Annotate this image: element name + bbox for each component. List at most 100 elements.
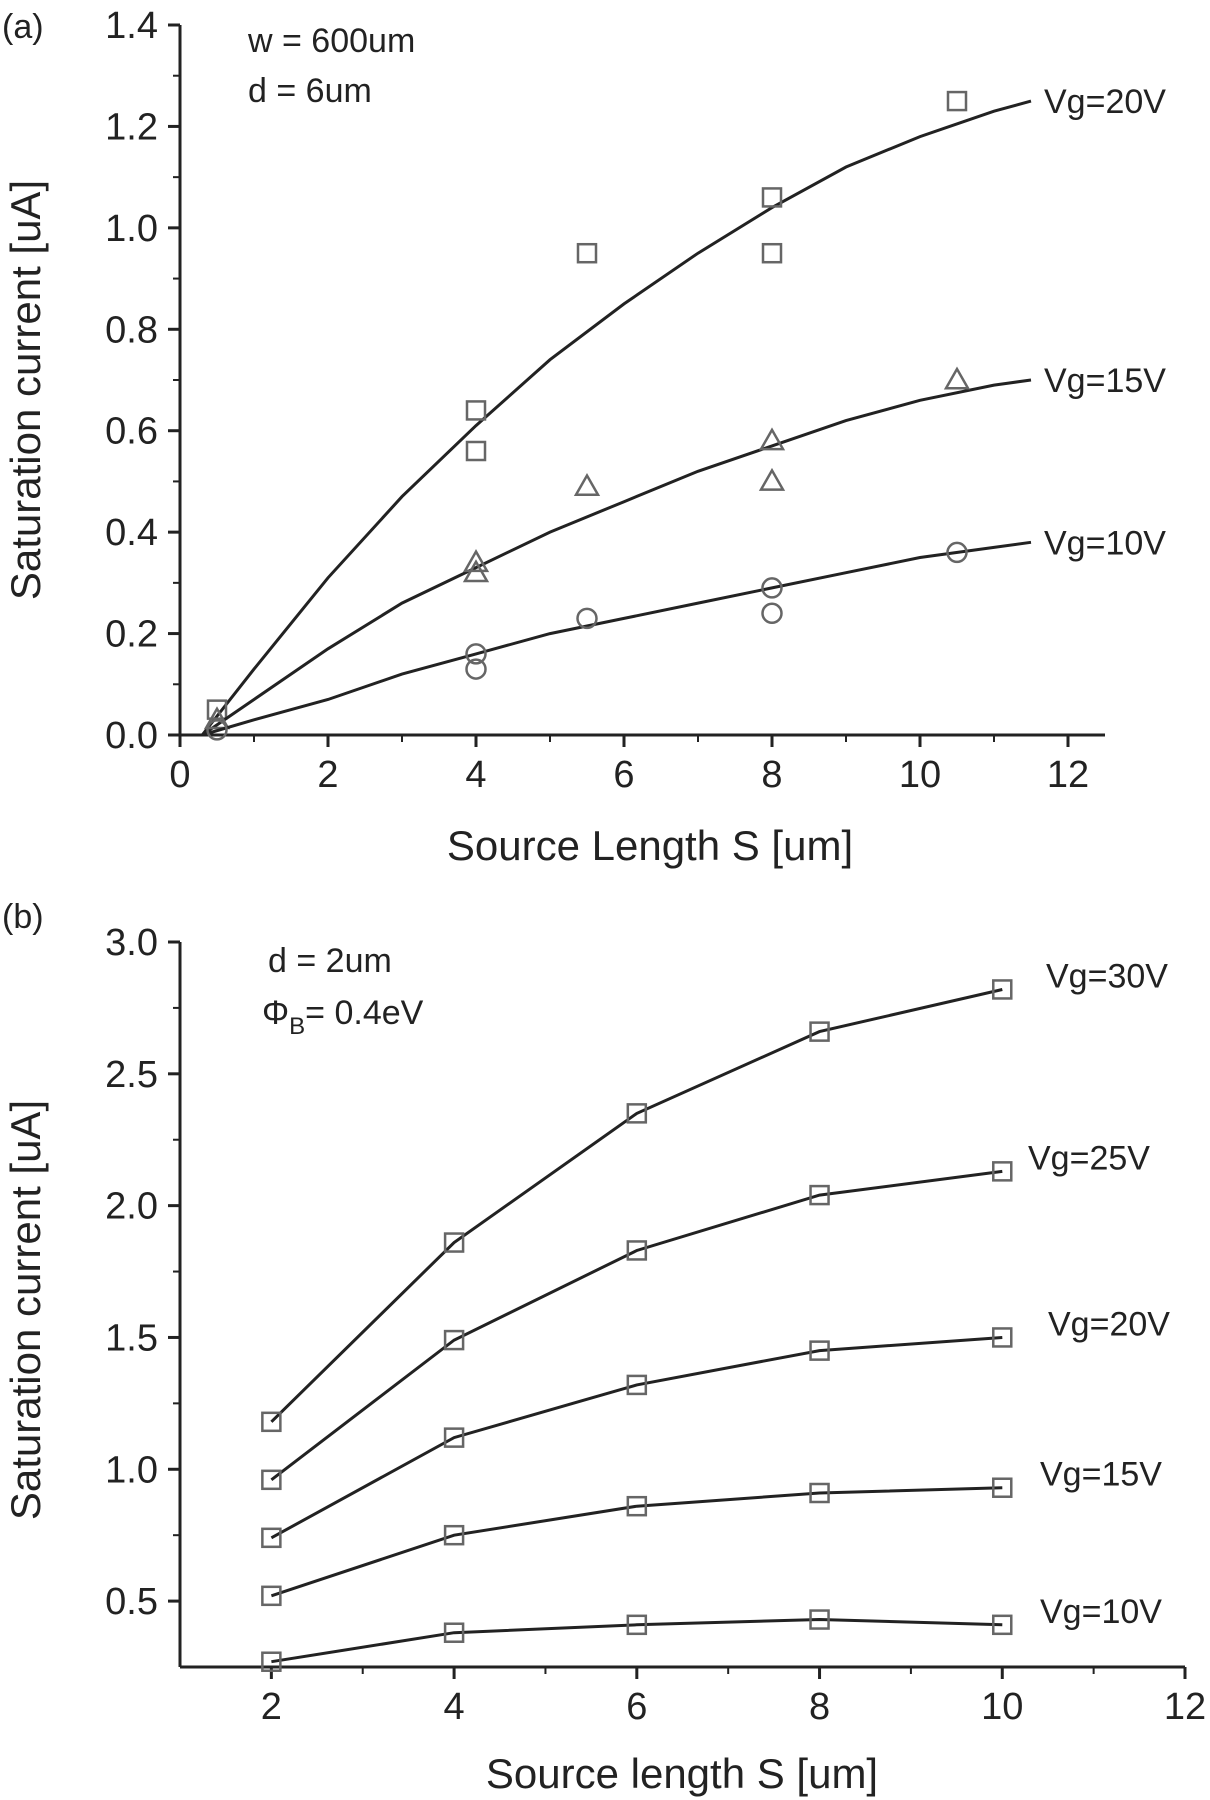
panel-b-data-point [992,1161,1013,1182]
panel-a-x-tick-label: 4 [465,754,486,796]
panel-a-data-point [758,467,786,491]
panel-a-x-axis-title: Source Length S [um] [447,822,853,869]
panel-b-data-point [261,1411,282,1433]
panel-b-series-line [270,1169,1003,1481]
panel-a-data-point [573,472,601,496]
panel-b-x-tick-label: 8 [809,1686,830,1728]
panel-a-data-point [758,427,786,451]
phi-symbol: Φ [262,994,289,1032]
panel-b-y-tick-label: 3.0 [105,922,158,964]
panel-a-data-point [465,643,487,665]
panel-a-series-label: Vg=10V [1044,524,1166,562]
panel-a-data-point [943,366,971,390]
panel-b-series-line [270,1486,1003,1598]
panel-b-series-2: Vg=20V [261,1305,1170,1549]
panel-b-y-tick-label: 2.5 [105,1054,158,1096]
panel-b-x-tick-label: 4 [444,1686,465,1728]
panel-b-series-4: Vg=10V [261,1593,1162,1672]
panel-b-data-point [992,1327,1013,1348]
panel-a-y-tick-label: 1.2 [105,106,158,148]
panel-a-data-point [761,577,783,599]
panel-b-data-point [443,1524,465,1546]
panel-a-plot-area: 0 2 4 6 8 10 12 0.0 0.2 0.4 0.6 0.8 1.0 1.2 1.4 Vg=20V V… [105,5,1166,796]
panel-b-label: (b) [2,898,44,936]
panel-a-data-point [946,90,968,112]
panel-b-y-axis-title: Saturation current [uA] [2,1100,49,1520]
panel-a-y-tick-label: 1.4 [105,5,158,47]
panel-a-data-point [462,559,490,583]
panel-b-data-point [809,1340,830,1361]
phi-subscript: B [289,1013,305,1040]
panel-b-data-point [809,1609,830,1630]
panel-b-series-line [270,988,1003,1423]
panel-a-data-point [761,602,783,625]
panel-b-data-point [443,1427,465,1448]
panel-a-data-point [576,242,598,264]
panel-b-y-tick-label: 0.5 [105,1581,158,1623]
panel-b-series-0: Vg=30V [261,957,1168,1433]
panel-a-series-2: Vg=10V [201,524,1166,741]
panel-b-data-point [626,1103,648,1124]
panel-b-data-point [443,1622,465,1643]
panel-b-data-point [261,1585,282,1607]
panel-b-series-label: Vg=15V [1040,1456,1162,1494]
panel-a-y-tick-label: 0.4 [105,512,158,554]
panel-b-plot-area: 2 4 6 8 10 12 0.5 1.0 1.5 2.0 2.5 3.0 Vg=30V Vg=25V Vg… [105,922,1206,1728]
panel-b-data-point [992,1614,1013,1636]
panel-a-y-tick-label: 1.0 [105,208,158,250]
panel-a-x-tick-label: 12 [1047,754,1089,796]
panel-b-data-point [992,979,1013,1000]
panel-b-series-line [271,1617,1003,1664]
panel-a-annotation-width: w = 600um [247,22,415,60]
panel-b-annotation-barrier: ΦB= 0.4eV [262,994,424,1040]
panel-b-series-line [270,1336,1003,1540]
panel-a-data-point [465,440,487,462]
panel-b-series-label: Vg=20V [1048,1305,1170,1343]
panel-a-label: (a) [2,8,44,46]
panel-a-y-tick-label: 0.0 [105,715,158,757]
panel-a-fit-line [201,540,1032,737]
panel-a-x-tick-label: 2 [317,754,338,796]
panel-b-data-point [992,1477,1013,1498]
panel-b-y-tick-label: 2.0 [105,1186,158,1228]
panel-b-data-point [626,1374,648,1396]
panel-a-y-tick-label: 0.6 [105,411,158,453]
panel-b-data-point [626,1240,648,1261]
panel-b-series-label: Vg=30V [1046,957,1168,995]
panel-a-y-tick-label: 0.2 [105,614,158,656]
panel-a-fit-line [201,99,1032,736]
panel-a-fit-line [201,378,1032,737]
panel-a-series-label: Vg=20V [1044,83,1166,121]
panel-b-data-point [809,1184,830,1206]
panel-b-series-label: Vg=10V [1040,1593,1162,1631]
panel-a-series-0: Vg=20V [201,83,1166,736]
panel-a-data-point [576,607,598,630]
panel-b-data-point [626,1495,648,1517]
panel-b-x-tick-label: 10 [981,1686,1023,1728]
panel-a-chart: (a) 0 2 4 6 8 10 12 0.0 0.2 0.4 0.6 0.8 1.0 1.2 1.4 Vg=… [2,5,1166,869]
panel-a-series-1: Vg=15V [201,362,1166,737]
panel-b-data-point [626,1614,648,1636]
panel-b-chart: (b) 2 4 6 8 10 12 0.5 1.0 1.5 2.0 2.5 3.0 Vg=30V Vg=2… [2,898,1206,1797]
barrier-value: = 0.4eV [305,994,423,1032]
panel-b-x-tick-label: 12 [1164,1686,1206,1728]
panel-b-x-tick-label: 2 [261,1686,282,1728]
panel-a-data-point [206,719,228,741]
panel-b-series-1: Vg=25V [261,1139,1150,1491]
panel-a-annotation-distance: d = 6um [248,72,372,110]
panel-b-x-tick-label: 6 [626,1686,647,1728]
panel-b-data-point [809,1021,830,1042]
panel-a-x-tick-label: 8 [761,754,782,796]
panel-b-data-point [261,1527,282,1549]
panel-a-series-label: Vg=15V [1044,362,1166,400]
panel-a-data-point [761,242,783,264]
panel-a-y-tick-label: 0.8 [105,309,158,351]
panel-a-data-point [203,706,231,730]
panel-b-data-point [443,1329,465,1351]
panel-a-data-point [465,658,487,680]
panel-a-x-tick-label: 0 [169,754,190,796]
panel-a-data-point [465,400,487,421]
panel-a-data-point [462,549,490,573]
panel-b-series-3: Vg=15V [261,1456,1162,1607]
panel-b-data-point [809,1482,830,1504]
